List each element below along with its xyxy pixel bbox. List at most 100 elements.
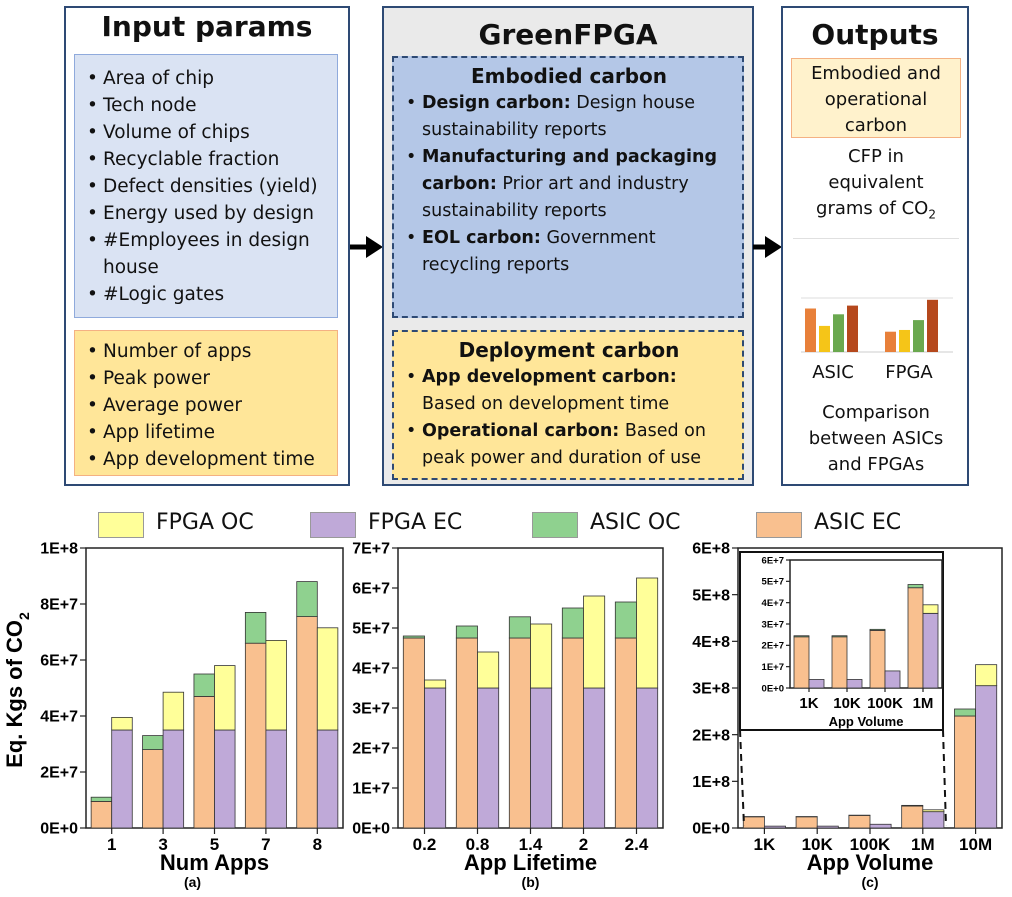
x-tick-label: 100K [867,695,903,712]
bar-fpga-ec [975,685,998,829]
bar-asic-ec [402,637,425,829]
embodied-carbon-item: Design carbon: Design house sustainabili… [406,90,732,144]
design-param-item: Recyclable fraction [87,146,337,173]
app-param-item: App lifetime [87,419,337,446]
y-tick-label: 8E+7 [40,597,78,614]
chart-caption: (a) [184,874,201,890]
bar-fpga-oc [975,664,998,687]
x-tick-label: 2.4 [625,835,649,854]
x-axis-title: App Lifetime [464,850,597,875]
bar-asic-ec [793,636,810,689]
y-tick-label: 3E+8 [692,681,730,698]
arrow-right-icon [350,236,383,258]
y-tick-label: 5E+8 [692,587,730,604]
y-tick-label: 5E+7 [762,577,784,588]
y-tick-label: 0E+0 [40,821,78,838]
design-params-list: Area of chipTech nodeVolume of chipsRecy… [87,65,337,308]
app-param-item: Peak power [87,365,337,392]
carbon-source-text: Based on peak power and duration of use [422,421,706,468]
bar-asic-oc [244,612,267,644]
bar-fpga-ec [816,825,839,829]
deployment-carbon-item: Operational carbon: Based on peak power … [406,418,732,472]
x-tick-label: 1M [913,695,934,712]
bar-fpga-oc [424,679,447,689]
bar-fpga-ec [846,679,863,689]
y-tick-label: 5E+7 [352,621,390,638]
bar-fpga-ec [922,811,945,829]
y-tick-label: 6E+8 [692,541,730,558]
legend-label: ASIC EC [814,510,902,535]
x-tick-label: 0.2 [413,835,437,854]
legend-label: ASIC OC [590,510,681,535]
chart-caption: (b) [522,874,540,890]
y-axis-title: Eq. Kgs of CO2 [2,612,32,768]
bar-asic-ec [848,814,871,829]
bar-fpga-ec [764,825,786,829]
design-param-item: #Employees in design house [87,227,337,281]
design-param-item: Tech node [87,92,337,119]
x-tick-label: 7 [261,835,270,854]
bar-fpga-oc [477,651,500,689]
mini-bar-fpga [913,320,924,352]
legend-swatch [98,512,144,538]
carbon-type-label: EOL carbon: [422,228,541,248]
bar-fpga-oc [265,640,287,731]
chart-caption: (c) [861,874,878,890]
bar-asic-ec [90,800,113,829]
bar-fpga-ec [111,729,133,829]
input-params-title: Input params [101,10,313,43]
bar-asic-oc [614,601,637,639]
mini-bar-asic [847,305,858,352]
chart-panel-1: 0E+0 1E+7 2E+7 3E+7 4E+7 5E+7 6E+7 7E+7 0.2 0.8 1.… [352,541,664,890]
bar-fpga-ec [477,687,500,829]
x-tick-label: 1K [754,835,776,854]
zoom-connector [739,729,745,827]
x-tick-label: 0.8 [466,835,490,854]
y-tick-label: 2E+7 [762,641,784,652]
bar-asic-ec [193,695,215,829]
arrow-right-icon [753,236,782,258]
comparison-output: Comparison between ASICs and FPGAs [808,402,944,475]
bar-asic-ec [142,749,164,829]
carbon-type-label: Design carbon: [422,93,571,113]
bar-fpga-oc [583,595,606,689]
embodied-carbon-list: Design carbon: Design house sustainabili… [406,90,732,279]
bar-asic-ec [455,637,478,829]
carbon-charts: 0E+0 2E+7 4E+7 6E+7 8E+7 1E+8 1 3 5 7 8 Num Apps(a)… [2,541,1003,890]
x-tick-label: 3 [158,835,167,854]
bar-fpga-ec [884,670,901,689]
y-tick-label: 2E+8 [692,727,730,744]
x-axis-title: App Volume [807,850,934,875]
legend-label: FPGA OC [156,510,254,535]
y-tick-label: 3E+7 [352,701,390,718]
mini-bar-asic [805,308,816,352]
embodied-carbon-box: Embodied carbon Design carbon: Design ho… [392,56,744,318]
chart-legend: FPGA OC FPGA EC ASIC OC ASIC EC [98,510,998,540]
bar-asic-oc [831,635,848,638]
x-tick-label: 100K [850,835,891,854]
carbon-source-text: Prior art and industry sustainability re… [422,174,689,221]
y-tick-label: 6E+7 [352,581,390,598]
embodied-carbon-item: EOL carbon: Government recycling reports [406,225,732,279]
design-param-item: Volume of chips [87,119,337,146]
outputs-panel: Outputs Embodied and operational carbon … [781,6,969,486]
bar-fpga-oc [636,577,659,689]
bar-asic-oc [793,635,810,638]
bar-fpga-ec [316,729,339,829]
bar-asic-ec [907,587,924,689]
legend-label: FPGA EC [368,510,463,535]
bar-fpga-oc [922,809,945,813]
bar-fpga-ec [530,687,553,829]
greenfpga-title: GreenFPGA [478,18,658,51]
carbon-type-label: App development carbon: [422,367,677,387]
bar-fpga-oc [922,604,939,614]
bar-fpga-ec [636,687,659,829]
bar-fpga-ec [808,679,825,689]
mini-bar-fpga [885,331,896,352]
y-tick-label: 7E+7 [352,541,390,558]
design-param-item: Area of chip [87,65,337,92]
bar-fpga-ec [265,729,287,829]
mini-label-asic: ASIC [812,362,854,383]
input-params-panel: Input params Area of chipTech nodeVolume… [64,6,350,486]
legend-swatch [756,512,802,538]
